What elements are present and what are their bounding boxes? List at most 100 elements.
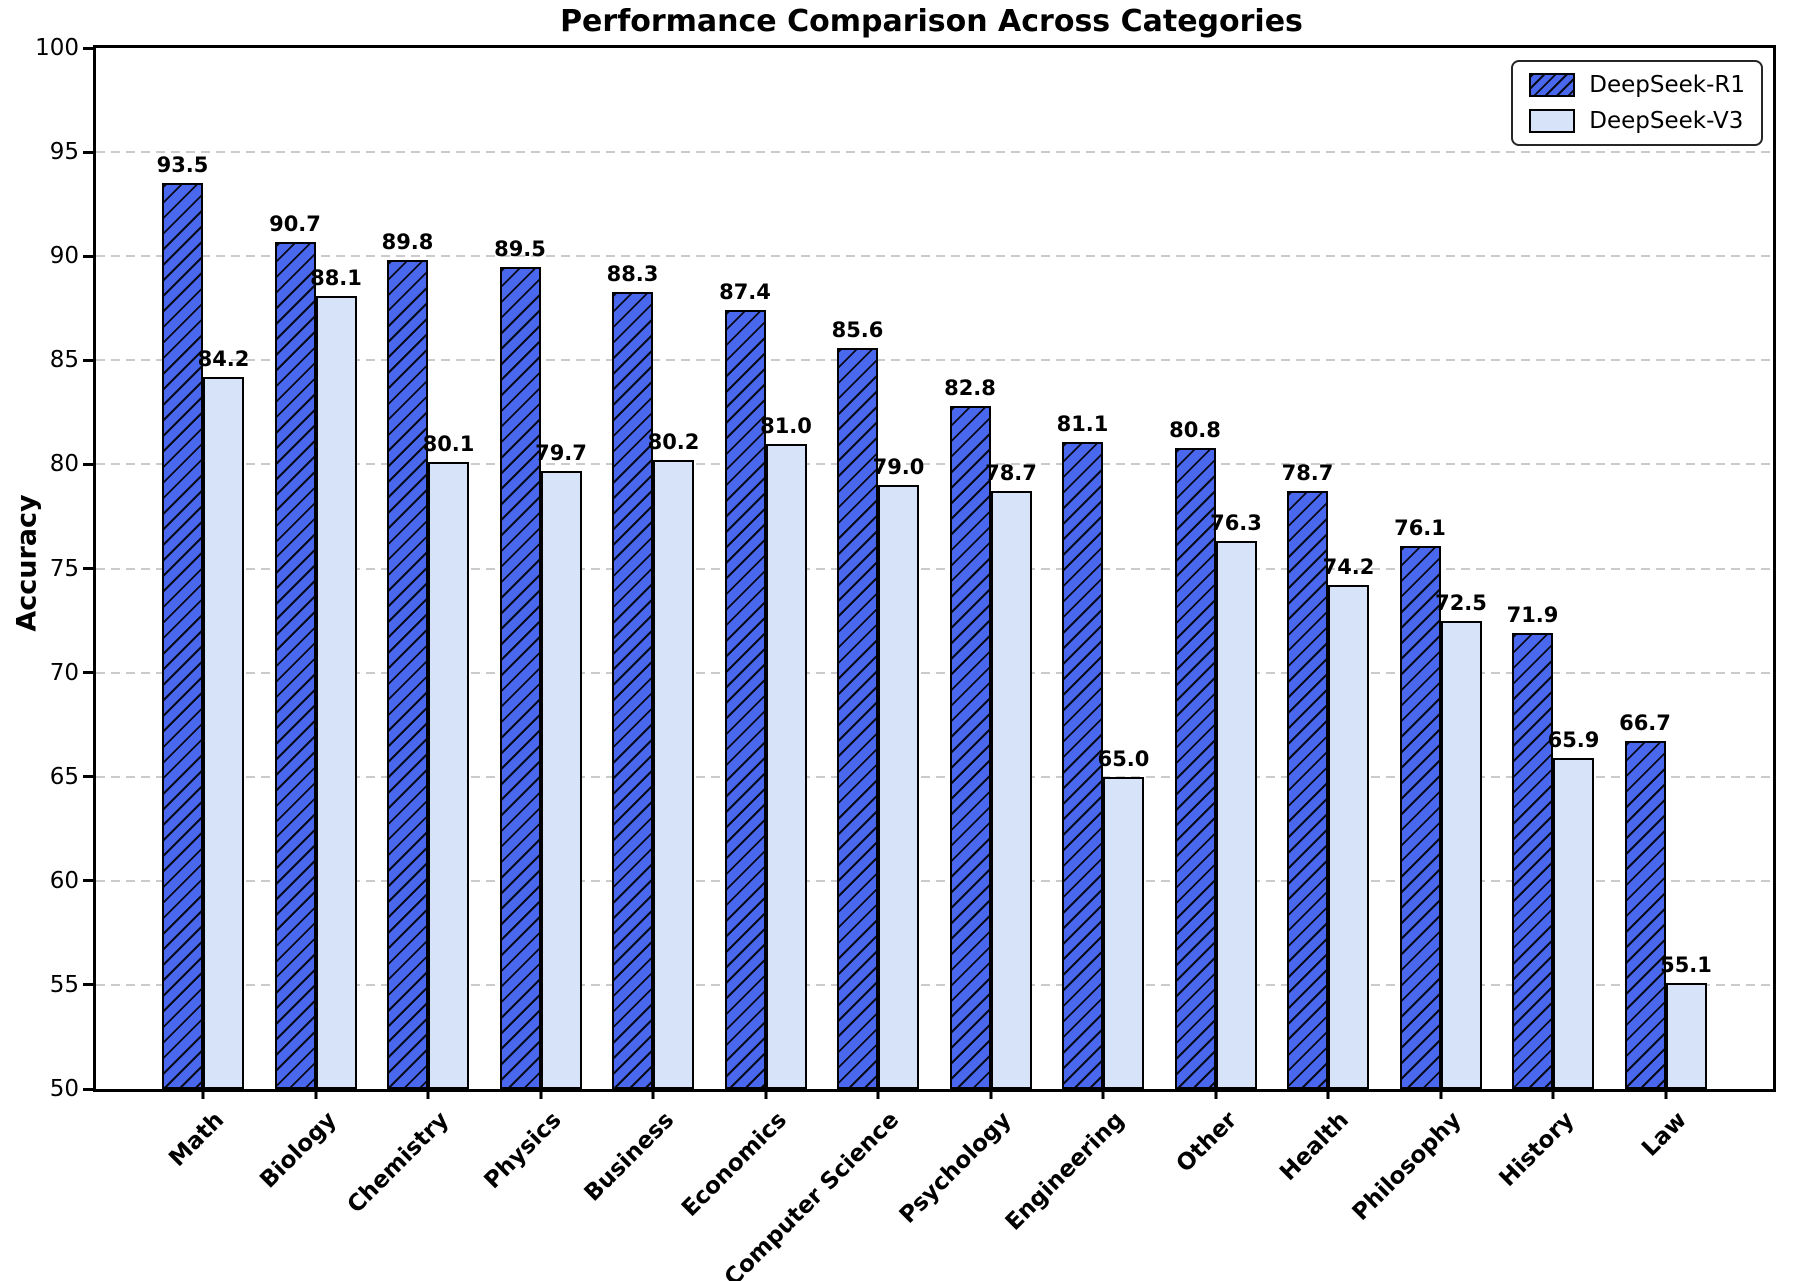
bar-deepseek-v3-math (203, 376, 244, 1089)
bar-deepseek-r1-chemistry (387, 260, 428, 1089)
x-category-label: Psychology (895, 1107, 1017, 1229)
bar-value-label: 90.7 (269, 211, 321, 236)
y-tick (83, 150, 93, 154)
x-category-label: Physics (479, 1107, 567, 1195)
legend-label: DeepSeek-V3 (1589, 108, 1744, 134)
bar-deepseek-r1-physics (499, 266, 541, 1089)
x-tick (314, 1089, 317, 1099)
x-category-label: Math (164, 1107, 230, 1172)
bar-value-label: 84.2 (197, 346, 250, 371)
bar-deepseek-r1-engineering (1062, 441, 1103, 1089)
gridline (96, 671, 1773, 674)
x-category-label: Law (1637, 1107, 1692, 1162)
bar-value-label: 82.8 (944, 376, 996, 401)
bar-deepseek-r1-economics (724, 310, 766, 1089)
bar-value-label: 81.1 (1056, 411, 1109, 436)
bar-deepseek-r1-business (612, 291, 653, 1089)
bar-value-label: 87.4 (719, 280, 771, 305)
legend-item-deepseek-v3: DeepSeek-V3 (1529, 108, 1745, 134)
y-tick-label: 95 (49, 139, 79, 166)
bar-deepseek-r1-other (1174, 447, 1216, 1089)
y-tick-label: 80 (49, 451, 79, 478)
bar-value-label: 65.0 (1097, 746, 1150, 771)
x-tick (539, 1089, 542, 1099)
x-category-label: Philosophy (1348, 1107, 1467, 1226)
y-tick (83, 1087, 93, 1091)
y-tick (83, 775, 93, 779)
x-tick (1326, 1089, 1330, 1099)
bar-deepseek-v3-psychology (990, 491, 1032, 1089)
x-category-label: Chemistry (342, 1107, 455, 1219)
bar-value-label: 71.9 (1506, 603, 1559, 628)
bar-deepseek-v3-business (653, 460, 694, 1089)
bar-value-label: 65.9 (1547, 727, 1600, 752)
y-tick (83, 671, 93, 675)
legend-item-deepseek-r1: DeepSeek-R1 (1529, 72, 1745, 98)
x-tick (1439, 1089, 1442, 1099)
bar-deepseek-v3-biology (315, 295, 357, 1089)
bar-value-label: 93.5 (156, 153, 209, 178)
bar-value-label: 79.7 (535, 440, 587, 465)
bar-value-label: 76.1 (1394, 515, 1446, 540)
y-tick-label: 75 (49, 555, 79, 582)
bar-value-label: 72.5 (1435, 590, 1487, 615)
x-tick (876, 1089, 880, 1099)
x-tick (1214, 1089, 1217, 1099)
x-category-label: Biology (255, 1107, 342, 1194)
y-tick-label: 65 (49, 763, 79, 790)
bar-value-label: 80.1 (422, 432, 475, 457)
x-tick (1551, 1089, 1555, 1099)
bar-value-label: 88.3 (606, 261, 659, 286)
gridline (96, 567, 1773, 570)
bar-value-label: 80.8 (1169, 417, 1221, 442)
bar-deepseek-r1-philosophy (1399, 545, 1441, 1089)
bar-deepseek-r1-history (1512, 633, 1553, 1089)
bar-value-label: 89.5 (494, 236, 546, 261)
gridline (96, 879, 1773, 882)
bar-deepseek-v3-physics (540, 470, 582, 1089)
plot-area: DeepSeek-R1 DeepSeek-V3 50 55 60 65 70 75 80 85… (35, 35, 1776, 1281)
y-axis-label: Accuracy (11, 494, 43, 632)
bar-deepseek-r1-biology (274, 241, 316, 1089)
y-tick (83, 462, 93, 466)
x-tick (1101, 1089, 1105, 1099)
bar-deepseek-r1-math (162, 183, 203, 1089)
bar-deepseek-v3-philosophy (1440, 620, 1482, 1089)
bar-deepseek-r1-computer-science (837, 347, 878, 1089)
bar-deepseek-v3-history (1553, 757, 1594, 1089)
bar-value-label: 88.1 (310, 265, 362, 290)
bar-value-label: 74.2 (1322, 555, 1375, 580)
legend-swatch (1529, 73, 1576, 97)
x-tick (201, 1089, 205, 1099)
bar-deepseek-r1-psychology (949, 406, 991, 1089)
y-tick-label: 85 (49, 347, 79, 374)
y-tick-label: 70 (49, 659, 79, 686)
bar-value-label: 85.6 (831, 317, 884, 342)
x-category-label: Economics (676, 1107, 792, 1222)
gridline (96, 463, 1773, 466)
bar-value-label: 89.8 (381, 230, 434, 255)
x-tick (989, 1089, 992, 1099)
x-category-label: Business (579, 1107, 680, 1207)
y-tick-label: 100 (35, 35, 79, 61)
bar-value-label: 55.1 (1660, 952, 1712, 977)
bar-deepseek-v3-engineering (1103, 776, 1144, 1089)
y-tick (83, 983, 93, 987)
bar-value-label: 66.7 (1619, 711, 1671, 736)
y-tick (83, 46, 93, 50)
chart-title: Performance Comparison Across Categories (560, 4, 1303, 39)
bar-deepseek-r1-law (1624, 741, 1666, 1089)
gridline (96, 359, 1773, 362)
bar-deepseek-r1-health (1287, 491, 1328, 1089)
x-category-label: Other (1171, 1107, 1242, 1178)
y-tick-label: 60 (49, 867, 79, 894)
bar-deepseek-v3-law (1665, 982, 1707, 1089)
bar-deepseek-v3-economics (765, 443, 807, 1089)
bar-deepseek-v3-chemistry (428, 462, 469, 1089)
gridline (96, 775, 1773, 778)
legend-swatch (1529, 109, 1576, 133)
bar-value-label: 81.0 (760, 413, 812, 438)
legend-label: DeepSeek-R1 (1589, 72, 1745, 98)
bar-value-label: 79.0 (872, 455, 925, 480)
